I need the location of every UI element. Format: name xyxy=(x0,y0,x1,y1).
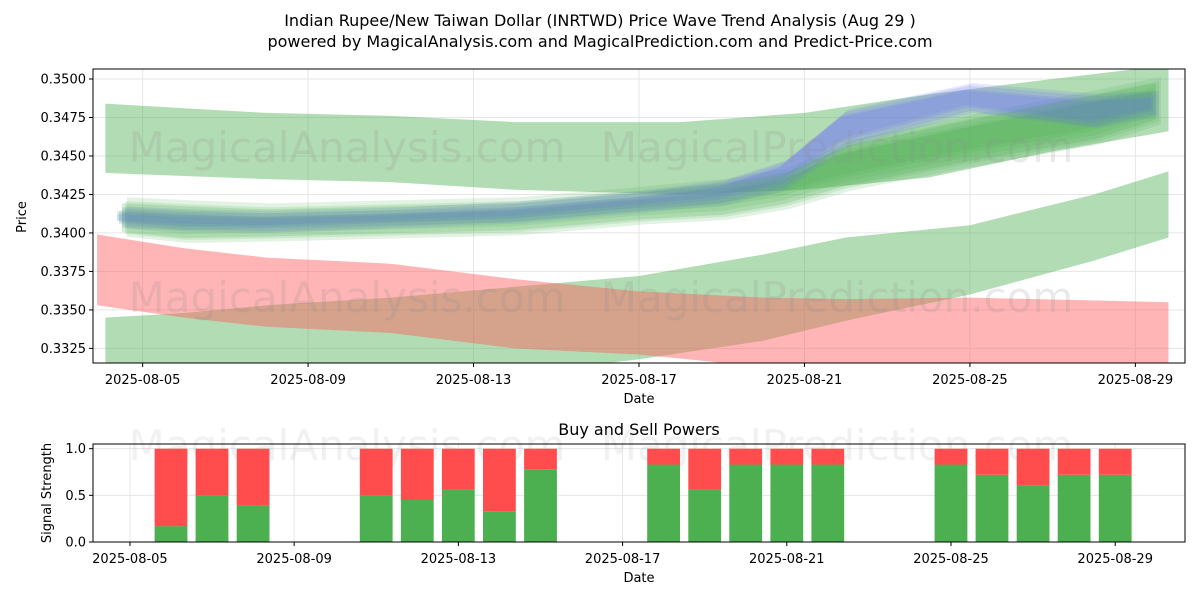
signal-x-tick-label: 2025-08-29 xyxy=(1077,552,1153,567)
price-x-tick-label: 2025-08-05 xyxy=(105,373,181,388)
signal-y-tick-label: 0.5 xyxy=(65,489,86,504)
signal-chart-frame xyxy=(92,443,1186,543)
wave-channel-blue-layer xyxy=(122,85,1156,232)
buy-bar xyxy=(811,464,845,542)
price-y-tick-label: 0.3450 xyxy=(41,149,87,164)
buy-bar xyxy=(400,500,434,542)
price-bands xyxy=(97,69,1169,363)
wave-channel-blue-layer xyxy=(125,83,1159,233)
signal-x-axis-label: Date xyxy=(623,571,654,586)
price-chart: MagicalAnalysis.com MagicalPrediction.co… xyxy=(15,68,1186,407)
price-chart-axes: 2025-08-05 2025-08-09 2025-08-13 2025-08-17… xyxy=(41,73,1174,388)
sell-bar xyxy=(811,448,845,465)
price-y-tick-label: 0.3400 xyxy=(41,226,87,241)
buy-bar xyxy=(154,526,188,542)
watermark-left-2: MagicalAnalysis.com xyxy=(129,273,566,322)
sell-bar xyxy=(359,448,393,496)
signal-x-tick-label: 2025-08-13 xyxy=(421,552,497,567)
wave-channel-blue-layer xyxy=(119,89,1153,228)
sell-bar xyxy=(647,448,680,465)
sell-bar xyxy=(441,448,475,490)
watermark-left: MagicalAnalysis.com xyxy=(129,123,566,172)
signal-x-tick-label: 2025-08-09 xyxy=(256,552,332,567)
buy-bar xyxy=(1016,485,1050,542)
wave-channel-blue-layer xyxy=(117,90,1151,226)
chart-title-line2: powered by MagicalAnalysis.com and Magic… xyxy=(267,32,932,51)
buy-bar xyxy=(359,495,393,542)
price-x-tick-label: 2025-08-29 xyxy=(1098,373,1174,388)
watermark-right-2: MagicalPrediction.com xyxy=(601,273,1074,322)
buy-bar xyxy=(441,489,475,542)
sell-bar xyxy=(524,448,557,470)
signal-y-tick-label: 1.0 xyxy=(65,442,86,457)
sell-bar xyxy=(195,448,229,496)
signal-x-tick-label: 2025-08-05 xyxy=(92,552,168,567)
price-x-tick-label: 2025-08-17 xyxy=(601,373,677,388)
price-y-tick-label: 0.3425 xyxy=(41,188,87,203)
price-y-tick-label: 0.3375 xyxy=(41,265,87,280)
price-x-tick-label: 2025-08-13 xyxy=(436,373,512,388)
price-y-tick-label: 0.3350 xyxy=(41,303,87,318)
signal-chart-axes: 2025-08-05 2025-08-09 2025-08-13 2025-08-17… xyxy=(65,442,1153,567)
buy-bar xyxy=(1057,474,1091,542)
chart-title-line1: Indian Rupee/New Taiwan Dollar (INRTWD) … xyxy=(284,11,916,30)
sell-bar xyxy=(154,448,188,527)
buy-bar xyxy=(770,464,804,542)
sell-bar xyxy=(1057,448,1091,475)
sell-bar xyxy=(770,448,804,465)
sell-bar xyxy=(729,448,763,465)
signal-chart: Buy and Sell Powers MagicalAnalysis.com … xyxy=(40,420,1186,586)
sell-bar xyxy=(1098,448,1132,475)
buy-bar xyxy=(236,505,270,542)
lower-green-band xyxy=(105,171,1169,363)
price-y-tick-label: 0.3325 xyxy=(41,342,87,357)
price-chart-grid xyxy=(93,69,1185,363)
price-x-tick-label: 2025-08-21 xyxy=(767,373,843,388)
buy-bar xyxy=(1098,474,1132,542)
sell-bar xyxy=(975,448,1009,475)
sell-bar xyxy=(934,448,968,465)
buy-bar xyxy=(975,474,1009,542)
wave-channel-green-layer xyxy=(122,87,1156,234)
buy-bar xyxy=(524,469,557,542)
signal-y-axis-label: Signal Strength xyxy=(40,443,55,543)
price-x-tick-label: 2025-08-25 xyxy=(932,373,1008,388)
signal-bars xyxy=(154,448,1132,542)
buy-bar xyxy=(688,489,722,542)
signal-x-tick-label: 2025-08-25 xyxy=(913,552,989,567)
buy-bar xyxy=(647,464,680,542)
upper-green-band xyxy=(105,69,1169,195)
wave-channel-green-layer xyxy=(127,77,1161,243)
price-y-tick-label: 0.3475 xyxy=(41,111,87,126)
sell-bar xyxy=(400,448,434,500)
signal-x-tick-label: 2025-08-17 xyxy=(585,552,661,567)
red-band xyxy=(97,234,1169,363)
signal-y-tick-label: 0.0 xyxy=(65,536,86,551)
buy-bar xyxy=(483,511,516,542)
price-x-tick-label: 2025-08-09 xyxy=(270,373,346,388)
signal-chart-title: Buy and Sell Powers xyxy=(558,420,720,439)
sell-bar xyxy=(483,448,516,512)
wave-channel-green-layer xyxy=(125,81,1159,240)
price-y-tick-label: 0.3500 xyxy=(41,73,87,88)
sell-bar xyxy=(1016,448,1050,486)
wave-channel-green-core xyxy=(122,83,1156,238)
buy-bar xyxy=(729,464,763,542)
wave-channel-green-layer xyxy=(119,90,1153,230)
price-x-axis-label: Date xyxy=(623,392,654,407)
signal-watermarks: MagicalAnalysis.com MagicalPrediction.co… xyxy=(129,421,1074,470)
sell-bar xyxy=(688,448,722,490)
signal-x-tick-label: 2025-08-21 xyxy=(749,552,825,567)
price-watermarks: MagicalAnalysis.com MagicalPrediction.co… xyxy=(129,123,1074,322)
buy-bar xyxy=(934,464,968,542)
buy-bar xyxy=(195,495,229,542)
price-y-axis-label: Price xyxy=(15,201,30,233)
watermark-right: MagicalPrediction.com xyxy=(601,123,1074,172)
sell-bar xyxy=(236,448,270,506)
